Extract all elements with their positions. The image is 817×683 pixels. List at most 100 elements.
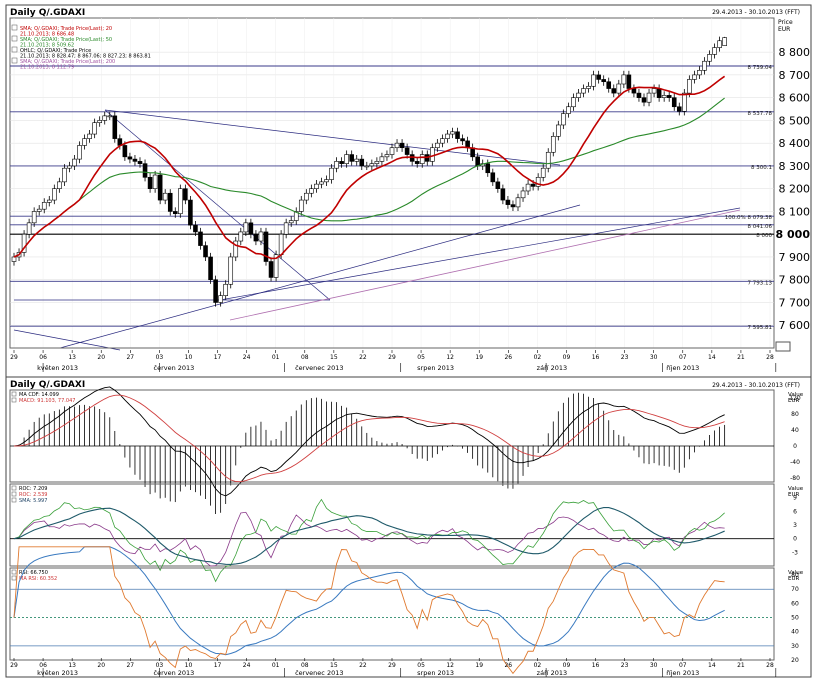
date-tick-label: 12 (446, 662, 454, 669)
candle-body (450, 131, 455, 135)
date-tick-label: 03 (156, 662, 164, 669)
candle-body (21, 233, 27, 253)
level-label: 7 595.81 (748, 325, 773, 331)
candle-body (445, 133, 450, 139)
legend-checkbox (11, 397, 17, 403)
indicator-tick-label: 0 (793, 443, 797, 450)
date-tick-label: 02 (534, 354, 542, 361)
macd-signal-line (13, 394, 725, 483)
legend-checkbox (11, 485, 17, 491)
sma-20-line (13, 75, 726, 260)
price-tick-label: 8 500 (779, 114, 811, 127)
date-tick-label: 10 (185, 662, 193, 669)
candle-body (248, 222, 254, 235)
date-tick-label: 29 (388, 354, 396, 361)
level-label: 7 793.13 (748, 280, 773, 286)
date-tick-label: 08 (301, 354, 309, 361)
price-axis: 7 600 7 700 7 800 7 900 8 000 8 100 8 200 8 300… (776, 46, 811, 332)
candle-body (359, 158, 365, 167)
price-tick-label: 7 700 (779, 296, 811, 309)
candle-body (11, 256, 17, 262)
indicator-legend: MA RSI: 60.352 (19, 576, 57, 582)
indicator-tick-label: 9 (793, 495, 797, 502)
candle-body (87, 133, 92, 139)
legend-checkbox (11, 57, 18, 64)
candle-body (606, 81, 612, 89)
legend-checkbox (11, 391, 17, 397)
trend-line (13, 329, 121, 351)
level-label: 8 537.78 (748, 111, 773, 117)
candle-body (556, 124, 561, 137)
date-tick-label: 21 (737, 354, 745, 361)
candle-body (646, 92, 652, 103)
candle-body (31, 211, 37, 224)
indicator-tick-label: 40 (791, 629, 799, 636)
candle-body (389, 147, 395, 155)
month-label: říjen 2013 (666, 669, 699, 677)
price-tick-label: 8 300 (779, 160, 811, 173)
legend-checkbox (11, 35, 18, 42)
candle-body (525, 183, 531, 192)
indicator-tick-label: 6 (793, 508, 797, 515)
month-label: červen 2013 (154, 364, 195, 372)
price-tick-label: 8 100 (779, 205, 811, 218)
candle-body (520, 190, 526, 199)
scroll-button[interactable] (775, 341, 791, 352)
candle-body (107, 115, 113, 118)
candle-body (314, 183, 319, 189)
date-tick-label: 15 (330, 662, 338, 669)
candle-body (354, 158, 360, 162)
month-label: červenec 2013 (295, 669, 343, 677)
level-label: 8 000 (756, 233, 772, 239)
date-tick-label: 28 (766, 662, 774, 669)
candle-body (682, 92, 687, 112)
date-tick-label: 24 (243, 354, 251, 361)
candle-body (46, 199, 52, 203)
candle-body (666, 95, 672, 98)
main-legend: SMA; Q/.GDAXI; Trade Price(Last); 2021.1… (11, 24, 151, 71)
candle-body (339, 161, 344, 164)
price-tick-label: 8 800 (779, 46, 811, 59)
date-tick-label: 29 (10, 662, 18, 669)
candle-body (127, 156, 133, 160)
candle-body (712, 47, 717, 55)
date-tick-label: 06 (39, 354, 47, 361)
date-tick-label: 05 (417, 662, 425, 669)
candle-body (344, 154, 349, 164)
date-tick-label: 09 (563, 354, 571, 361)
candle-body (233, 240, 239, 258)
candle-body (530, 183, 536, 187)
candle-body (36, 208, 42, 212)
price-tick-label: 8 400 (779, 137, 811, 150)
candle-body (82, 138, 87, 146)
value-label: Value (788, 392, 804, 398)
trend-line (104, 109, 561, 166)
date-tick-label: 01 (272, 354, 280, 361)
indicator-tick-label: 0 (793, 536, 797, 543)
candle-body (304, 192, 309, 201)
price-tick-label: 7 800 (779, 274, 811, 287)
indicator-legend: MACD: 91.103, 77.047 (19, 398, 75, 404)
trend-line (219, 207, 741, 301)
candle-body (218, 295, 223, 303)
candle-body (213, 279, 218, 303)
candle-body (596, 74, 601, 80)
date-tick-label: 22 (359, 662, 367, 669)
currency-label: EUR (788, 492, 800, 498)
date-tick-label: 13 (68, 354, 76, 361)
lower-range: 29.4.2013 - 30.10.2013 (FFT) (712, 382, 800, 389)
candle-body (702, 60, 707, 71)
candle-body (621, 74, 627, 85)
indicator-tick-label: -80 (790, 475, 800, 482)
candle-body (460, 138, 465, 142)
month-label: srpen 2013 (417, 669, 454, 677)
legend-checkbox (11, 46, 18, 53)
date-tick-label: 28 (766, 354, 774, 361)
date-tick-label: 05 (417, 354, 425, 361)
candle-body (692, 74, 697, 80)
candle-body (495, 181, 501, 189)
candle-body (67, 165, 72, 169)
candle-body (92, 122, 97, 135)
